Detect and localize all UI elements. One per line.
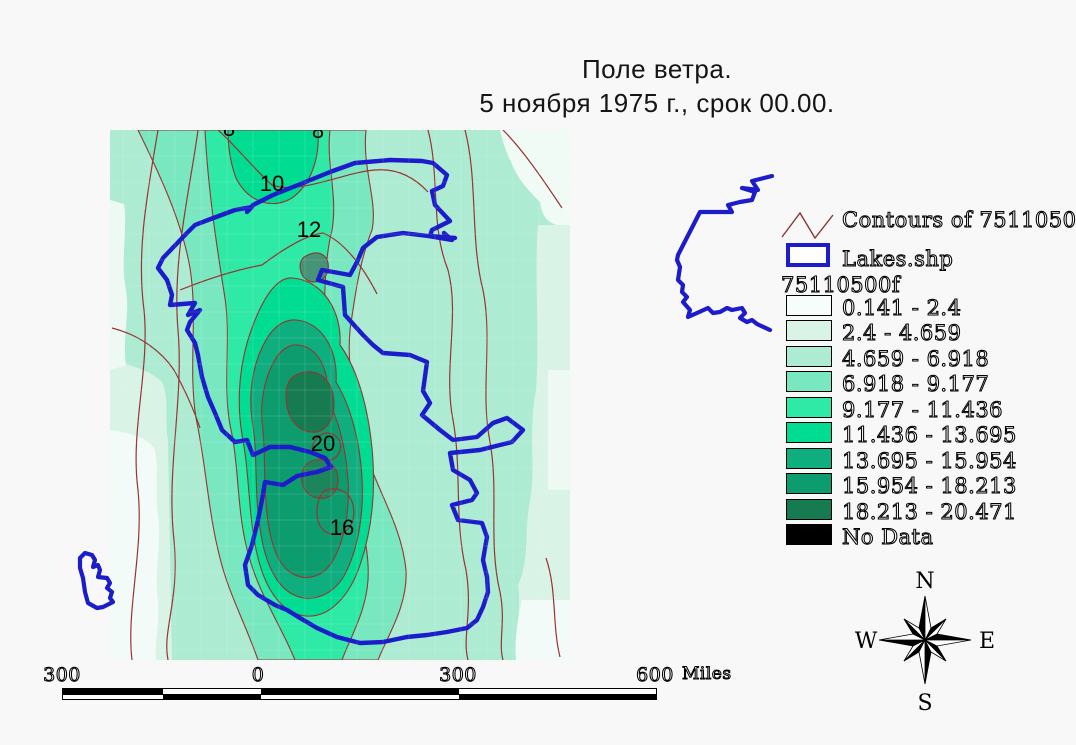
map-title: Поле ветра. 5 ноября 1975 г., срок 00.00…	[307, 52, 1007, 120]
compass-west-label: W	[855, 629, 878, 654]
contour-label-10: 10	[260, 171, 284, 196]
raster-fill-levels	[137, 130, 407, 660]
legend-contours-label: Contours of 75110500f	[841, 207, 1076, 232]
class-swatch	[786, 346, 832, 367]
scalebar-tick: 0	[251, 663, 265, 686]
lakes-swatch-icon	[786, 243, 830, 267]
contour-label-20: 20	[311, 431, 335, 456]
compass-rose: N S E W	[855, 569, 995, 716]
class-swatch	[786, 422, 832, 443]
compass-south-label: S	[917, 691, 932, 716]
class-swatch	[786, 499, 832, 520]
local-max-blob	[299, 252, 329, 283]
small-lake-outline	[77, 550, 116, 611]
level-18.213-20.471	[285, 371, 335, 433]
class-range-label: 4.659 - 6.918	[841, 346, 990, 371]
caspian-sea-outline	[155, 157, 526, 646]
contour-label-partial-a: 8	[223, 130, 235, 141]
class-range-label: 18.213 - 20.471	[841, 499, 1017, 524]
class-range-label: 2.4 - 4.659	[841, 320, 962, 345]
scalebar: 300 0 300 600 Miles	[40, 662, 760, 704]
class-swatch	[786, 397, 832, 418]
scalebar-tick: 300	[439, 663, 477, 686]
class-swatch	[786, 473, 832, 494]
map-canvas[interactable]: 10 12 20 16 8 8	[110, 130, 570, 660]
scalebar-tick: 600	[636, 663, 674, 686]
legend-layer-title: 75110500f	[780, 272, 901, 297]
compass-east-label: E	[979, 629, 995, 654]
class-swatch	[786, 371, 832, 392]
class-range-label: 11.436 - 13.695	[841, 422, 1017, 447]
class-range-label: No Data	[841, 524, 934, 549]
aral-sea-outline	[674, 173, 775, 333]
contour-label-12: 12	[297, 217, 321, 242]
legend-lakes-label: Lakes.shp	[841, 246, 954, 271]
map-title-line1: Поле ветра.	[581, 54, 733, 84]
class-swatch	[786, 295, 832, 316]
raster-light-patches	[110, 130, 570, 660]
class-range-label: 9.177 - 11.436	[841, 397, 1004, 422]
class-range-label: 0.141 - 2.4	[841, 295, 962, 320]
raster-grid-texture	[110, 130, 570, 660]
contour-label-16: 16	[330, 515, 354, 540]
scalebar-bar	[62, 688, 657, 700]
contour-label-partial-b: 8	[312, 130, 324, 143]
class-range-label: 13.695 - 15.954	[841, 448, 1017, 473]
scalebar-units: Miles	[681, 663, 732, 684]
class-swatch	[786, 524, 832, 545]
scalebar-tick: 300	[43, 663, 81, 686]
legend: Contours of 75110500f Lakes.shp 75110500…	[780, 205, 1076, 555]
class-range-label: 15.954 - 18.213	[841, 473, 1017, 498]
contour-lines	[111, 130, 563, 660]
class-swatch	[786, 320, 832, 341]
class-range-label: 6.918 - 9.177	[841, 371, 990, 396]
compass-north-label: N	[915, 569, 934, 594]
map-title-line2: 5 ноября 1975 г., срок 00.00.	[479, 88, 835, 118]
contour-line-icon	[781, 211, 834, 239]
class-swatch	[786, 448, 832, 469]
